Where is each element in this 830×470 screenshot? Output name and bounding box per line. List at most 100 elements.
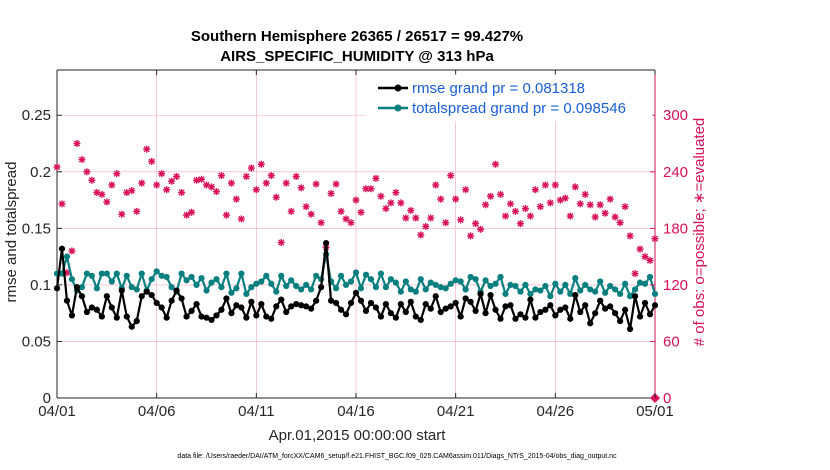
obs-marker <box>307 210 315 218</box>
obs-marker <box>571 183 579 191</box>
spread-point <box>447 280 454 287</box>
rmse-point <box>218 306 225 313</box>
spread-point <box>651 290 659 298</box>
obs-marker-stroke <box>203 181 210 189</box>
rmse-point <box>73 284 81 291</box>
rmse-point <box>308 305 315 312</box>
obs-marker <box>591 213 599 221</box>
rmse-point <box>228 310 235 317</box>
obs-marker <box>616 219 624 227</box>
spread-point <box>626 293 634 300</box>
obs-marker-stroke <box>547 199 554 206</box>
spread-point <box>412 288 419 295</box>
gridlines <box>57 70 655 398</box>
spread-point <box>492 280 499 287</box>
obs-marker-stroke <box>148 158 155 165</box>
rmse-point <box>367 299 375 307</box>
spread-point <box>233 285 240 292</box>
obs-marker-stroke <box>332 180 340 188</box>
obs-marker <box>242 173 250 181</box>
spread-point <box>68 276 76 283</box>
spread-point <box>452 277 459 284</box>
rmse-point <box>168 297 175 304</box>
spread-point <box>532 286 539 293</box>
obs-marker-stroke <box>592 213 599 221</box>
rmse-point <box>577 308 584 316</box>
y-tick-label: 0.05 <box>22 333 51 350</box>
obs-marker-stroke <box>532 186 539 193</box>
obs-marker <box>88 176 96 184</box>
spread-point <box>517 288 524 295</box>
obs-marker-stroke <box>337 208 345 215</box>
rmse-point <box>542 306 549 313</box>
obs-marker-stroke <box>73 140 81 147</box>
spread-point <box>288 277 295 284</box>
spread-point <box>482 277 489 284</box>
obs-marker-stroke <box>412 214 419 222</box>
obs-marker <box>352 196 360 204</box>
obs-marker <box>531 186 539 194</box>
rmse-point <box>402 308 409 316</box>
obs-marker-stroke <box>641 253 649 260</box>
obs-marker <box>611 213 619 221</box>
obs-marker <box>427 214 435 222</box>
obs-marker <box>277 238 285 246</box>
rmse-point <box>372 304 380 311</box>
obs-marker <box>482 201 490 209</box>
obs-marker <box>442 219 450 227</box>
spread-point <box>128 284 135 291</box>
rmse-point <box>233 302 240 309</box>
obs-marker <box>526 212 534 220</box>
obs-marker-stroke <box>313 180 320 188</box>
obs-marker <box>178 189 186 197</box>
spread-point <box>263 272 270 279</box>
obs-marker <box>198 175 206 183</box>
x-axis-label: Apr.01,2015 00:00:00 start <box>269 427 447 444</box>
obs-marker-stroke <box>298 184 305 191</box>
spread-point <box>522 281 529 288</box>
obs-marker <box>252 186 260 194</box>
obs-marker-stroke <box>183 212 190 219</box>
obs-marker-stroke <box>582 191 589 198</box>
obs-marker-stroke <box>562 195 569 202</box>
obs-marker-stroke <box>602 210 609 217</box>
obs-marker <box>327 189 335 197</box>
obs-marker <box>636 245 644 253</box>
obs-marker <box>581 190 589 198</box>
obs-marker-stroke <box>542 181 549 189</box>
obs-marker <box>377 192 385 200</box>
obs-marker <box>287 207 295 215</box>
obs-marker-stroke <box>567 212 574 220</box>
spread-point <box>258 278 265 285</box>
obs-marker-stroke <box>357 209 365 216</box>
rmse-point <box>507 302 514 309</box>
spread-point <box>407 286 414 293</box>
spread-point <box>646 273 654 281</box>
obs-marker <box>148 157 156 165</box>
obs-marker-stroke <box>342 215 350 223</box>
obs-marker <box>173 173 181 181</box>
spread-point <box>457 278 464 285</box>
x-tick-label: 04/26 <box>537 403 575 420</box>
spread-point <box>218 284 225 291</box>
x-tick-label: 04/16 <box>337 403 375 420</box>
rmse-point <box>377 313 385 320</box>
spread-point <box>332 285 340 292</box>
spread-point <box>283 282 290 290</box>
obs-marker <box>272 193 280 201</box>
rmse-point <box>617 317 624 325</box>
obs-marker-stroke <box>268 172 275 179</box>
rmse-point <box>497 315 504 322</box>
obs-marker <box>247 164 255 172</box>
spread-point <box>602 289 609 296</box>
y-axis-label: rmse and totalspread <box>3 162 20 303</box>
spread-point <box>103 270 110 277</box>
spread-point <box>163 273 170 281</box>
obs-marker-stroke <box>88 177 95 184</box>
obs-marker <box>382 205 390 213</box>
obs-marker <box>113 170 121 178</box>
obs-marker <box>103 198 111 206</box>
spread-point <box>352 269 360 276</box>
y2-tick-label: 240 <box>663 164 688 181</box>
obs-marker <box>183 211 191 219</box>
